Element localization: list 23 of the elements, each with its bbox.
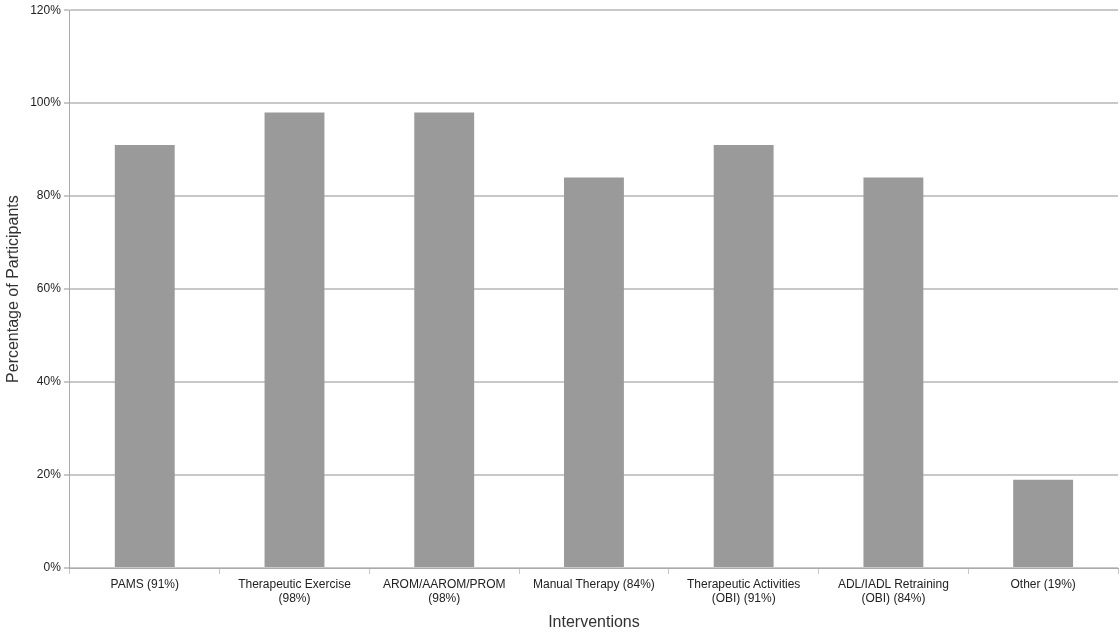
y-tick-label: 120% <box>30 2 62 17</box>
y-tick-label: 40% <box>36 374 62 389</box>
x-tick-label: AROM/AAROM/PROM (98%) <box>382 576 506 605</box>
bar <box>713 145 774 567</box>
bar <box>564 177 624 567</box>
x-tick-label: Manual Therapy (84%) <box>533 576 655 591</box>
bar <box>863 177 924 567</box>
y-tick-label: 80% <box>36 188 62 203</box>
x-tick-label: ADL/IADL Retraining (OBI) (84%) <box>837 576 949 605</box>
x-axis-title: Interventions <box>548 612 640 630</box>
bar <box>264 112 325 567</box>
y-tick-label: 60% <box>36 281 62 296</box>
x-tick-label: PAMS (91%) <box>110 576 179 591</box>
y-tick-label: 20% <box>36 467 62 482</box>
bar <box>414 112 475 567</box>
y-tick-label: 0% <box>43 560 62 575</box>
y-axis-title: Percentage of Participants <box>4 195 22 383</box>
x-tick-label: Therapeutic Exercise (98%) <box>238 576 352 605</box>
y-tick-label: 100% <box>30 95 62 110</box>
bar <box>114 145 175 567</box>
x-tick-label: Therapeutic Activities (OBI) (91%) <box>686 576 801 605</box>
x-tick-label: Other (19%) <box>1010 576 1076 591</box>
bar <box>1013 479 1074 567</box>
